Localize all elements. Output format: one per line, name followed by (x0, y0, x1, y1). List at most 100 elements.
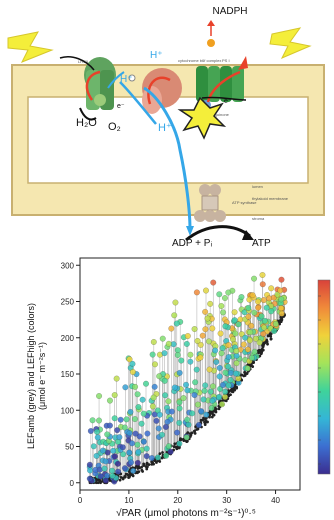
lefamb-point (125, 472, 129, 476)
lefhigh-point (156, 373, 163, 380)
lefhigh-point (148, 455, 155, 461)
lefhigh-point (278, 296, 285, 303)
arrow-water (79, 107, 97, 121)
lefhigh-point (184, 333, 191, 339)
lefhigh-point (155, 454, 161, 461)
lefhigh-point (195, 422, 202, 428)
lefhigh-point (176, 370, 183, 376)
lefhigh-point (245, 313, 252, 320)
lefhigh-point (107, 422, 113, 429)
lefhigh-point (210, 279, 217, 286)
lefhigh-point (206, 366, 213, 373)
lefamb-point (99, 479, 103, 483)
y-tick-label: 50 (65, 443, 74, 452)
lefhigh-point (87, 467, 93, 474)
lefhigh-point (216, 394, 222, 400)
lefhigh-point (90, 443, 97, 450)
arrow-lightning-left (59, 56, 95, 71)
y-tick-label: 250 (61, 298, 75, 307)
lefamb-point (269, 332, 273, 336)
atp-label: ATP (252, 238, 271, 249)
lefhigh-point (183, 341, 190, 347)
lefhigh-point (161, 377, 168, 384)
lefamb-point (193, 431, 197, 435)
lefamb-point (261, 345, 265, 349)
lefhigh-point (222, 323, 229, 330)
lightning-right-icon (269, 27, 312, 59)
lefhigh-point (173, 320, 180, 327)
lefhigh-point (232, 330, 239, 337)
h2o-label: H₂O (76, 117, 97, 129)
lefhigh-point (144, 430, 151, 437)
lefhigh-point (122, 384, 129, 391)
lefhigh-point (209, 325, 216, 332)
lefhigh-point (225, 289, 232, 296)
lefhigh-point (222, 388, 229, 395)
y-axis-label: LEFamb (grey) and LEFhigh (colors) (26, 303, 36, 449)
y-tick-label: 200 (61, 334, 75, 343)
lefhigh-point (174, 352, 181, 358)
lefhigh-point (189, 410, 196, 417)
lefhigh-point (130, 467, 137, 474)
lefhigh-point (248, 354, 255, 361)
lefhigh-point (176, 399, 183, 406)
lefhigh-point (255, 304, 261, 311)
lefhigh-point (197, 341, 204, 348)
lefhigh-point (248, 322, 255, 329)
lefhigh-point (212, 347, 219, 354)
lefamb-point (199, 418, 203, 422)
lefamb-point (172, 445, 176, 449)
lefhigh-point (184, 387, 191, 394)
lefamb-point (260, 351, 263, 354)
colorbar (317, 279, 331, 475)
h-plus-label-3: H⁺ (158, 122, 172, 134)
lefhigh-point (127, 409, 134, 415)
lefamb-point (175, 447, 179, 451)
lefhigh-point (220, 382, 226, 388)
lefhigh-point (100, 447, 106, 454)
lefhigh-point (115, 468, 122, 475)
lefhigh-point (111, 392, 118, 398)
lefhigh-point (168, 408, 175, 415)
lefhigh-point (213, 359, 220, 365)
electron-path-cyt (147, 76, 171, 105)
lefhigh-point (235, 321, 242, 328)
lefhigh-point (176, 419, 183, 426)
lefhigh-point (93, 453, 100, 459)
lefhigh-point (121, 424, 128, 431)
lefhigh-point (128, 459, 134, 466)
lumen-label: lumen (252, 184, 263, 189)
lefhigh-point (255, 298, 261, 305)
lefhigh-point (245, 305, 252, 311)
lefamb-point (229, 388, 233, 392)
electron-path-psii (85, 70, 101, 101)
x-tick-label: 40 (271, 496, 280, 505)
lefamb-point (146, 465, 149, 469)
x-tick-label: 0 (78, 496, 83, 505)
lefhigh-point (225, 342, 232, 348)
lefhigh-point (204, 315, 211, 322)
y-tick-label: 300 (61, 261, 75, 270)
lefhigh-point (260, 331, 267, 337)
lefhigh-point (120, 451, 127, 458)
lefhigh-point (185, 421, 192, 428)
lefhigh-point (278, 276, 285, 283)
lefhigh-point (172, 299, 179, 306)
lefamb-point (248, 363, 252, 367)
lefhigh-point (140, 438, 147, 445)
lefamb-point (147, 463, 151, 467)
lefhigh-point (238, 331, 245, 338)
lefhigh-point (139, 396, 146, 403)
lefhigh-point (129, 440, 135, 447)
lefhigh-point (152, 361, 158, 368)
lefhigh-point (202, 308, 209, 315)
lefhigh-point (251, 348, 258, 355)
membrane-lumen (27, 96, 309, 184)
lefamb-point (96, 481, 100, 485)
lefhigh-point (159, 431, 165, 438)
lefhigh-point (256, 339, 263, 346)
arrow-atp (185, 225, 251, 242)
lefhigh-point (109, 472, 116, 479)
lefhigh-point (149, 403, 156, 410)
lefamb-point (189, 435, 192, 438)
